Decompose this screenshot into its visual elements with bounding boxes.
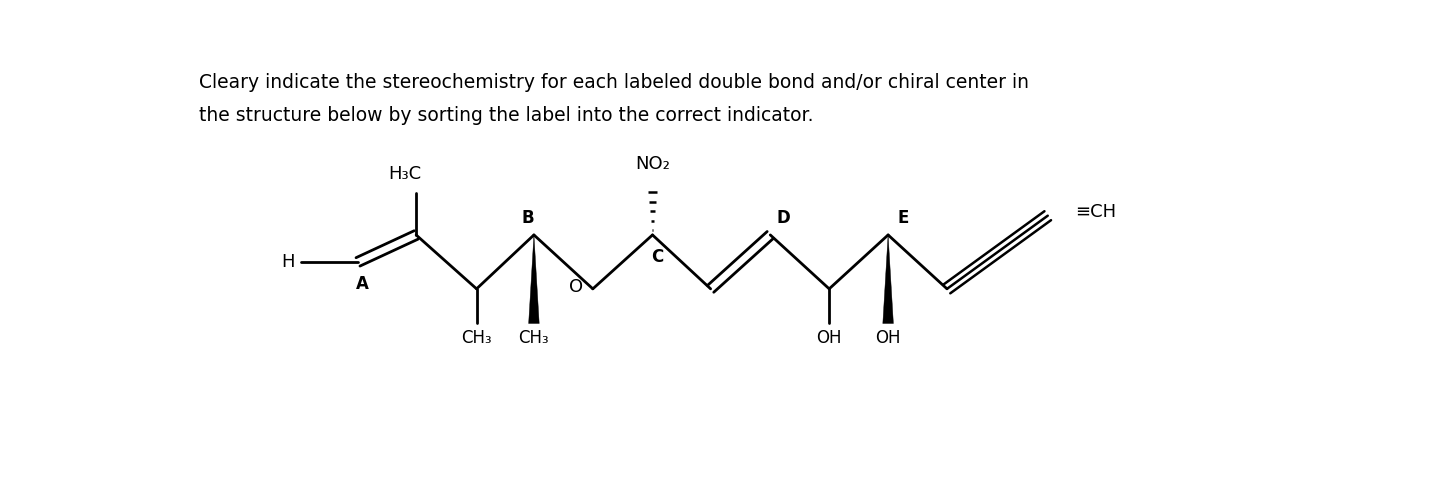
Text: NO₂: NO₂ bbox=[636, 155, 670, 174]
Text: H₃C: H₃C bbox=[388, 165, 421, 183]
Text: C: C bbox=[651, 248, 663, 266]
Text: CH₃: CH₃ bbox=[519, 329, 549, 347]
Text: B: B bbox=[522, 209, 533, 227]
Text: E: E bbox=[897, 209, 909, 227]
Text: Cleary indicate the stereochemistry for each labeled double bond and/or chiral c: Cleary indicate the stereochemistry for … bbox=[198, 73, 1030, 92]
Text: D: D bbox=[777, 209, 791, 227]
Text: O: O bbox=[569, 278, 584, 296]
Text: the structure below by sorting the label into the correct indicator.: the structure below by sorting the label… bbox=[198, 106, 814, 124]
Text: A: A bbox=[357, 275, 370, 293]
Text: OH: OH bbox=[876, 329, 900, 347]
Text: ≡CH: ≡CH bbox=[1074, 203, 1116, 221]
Text: H: H bbox=[282, 253, 295, 271]
Text: OH: OH bbox=[817, 329, 843, 347]
Polygon shape bbox=[883, 235, 893, 323]
Text: CH₃: CH₃ bbox=[462, 329, 492, 347]
Polygon shape bbox=[529, 235, 539, 323]
